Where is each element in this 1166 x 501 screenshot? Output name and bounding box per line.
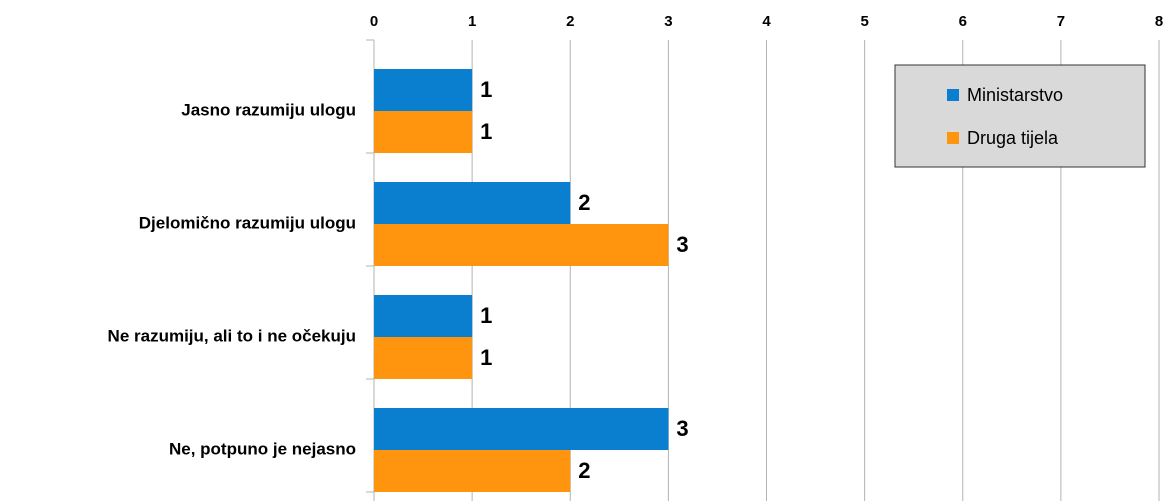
x-tick-label: 2 (566, 13, 574, 30)
bar (374, 111, 473, 153)
legend-swatch (947, 132, 959, 144)
y-tick-label: Jasno razumiju ulogu (181, 100, 356, 119)
x-tick-label: 7 (1057, 13, 1065, 30)
bar (374, 224, 669, 266)
data-label: 2 (578, 458, 590, 483)
x-tick-label: 4 (762, 13, 771, 30)
bar (374, 182, 571, 224)
bar (374, 295, 473, 337)
x-tick-label: 8 (1155, 13, 1163, 30)
data-label: 1 (480, 303, 492, 328)
x-tick-label: 6 (959, 13, 967, 30)
data-label: 1 (480, 77, 492, 102)
data-label: 2 (578, 190, 590, 215)
legend-label: Ministarstvo (967, 85, 1063, 105)
x-tick-label: 0 (370, 13, 378, 30)
legend-box (894, 64, 1146, 168)
data-label: 3 (676, 416, 688, 441)
x-tick-label: 3 (664, 13, 672, 30)
bar (374, 450, 571, 492)
bar (374, 69, 473, 111)
data-label: 1 (480, 119, 492, 144)
y-tick-label: Ne razumiju, ali to i ne očekuju (108, 326, 356, 345)
x-tick-label: 5 (860, 13, 868, 30)
legend-label: Druga tijela (967, 128, 1059, 148)
x-tick-label: 1 (468, 13, 476, 30)
data-label: 3 (676, 232, 688, 257)
data-label: 1 (480, 345, 492, 370)
y-tick-label: Ne, potpuno je nejasno (169, 439, 356, 458)
bar (374, 337, 473, 379)
legend-swatch (947, 89, 959, 101)
y-tick-label: Djelomično razumiju ulogu (139, 213, 356, 232)
bar (374, 408, 669, 450)
